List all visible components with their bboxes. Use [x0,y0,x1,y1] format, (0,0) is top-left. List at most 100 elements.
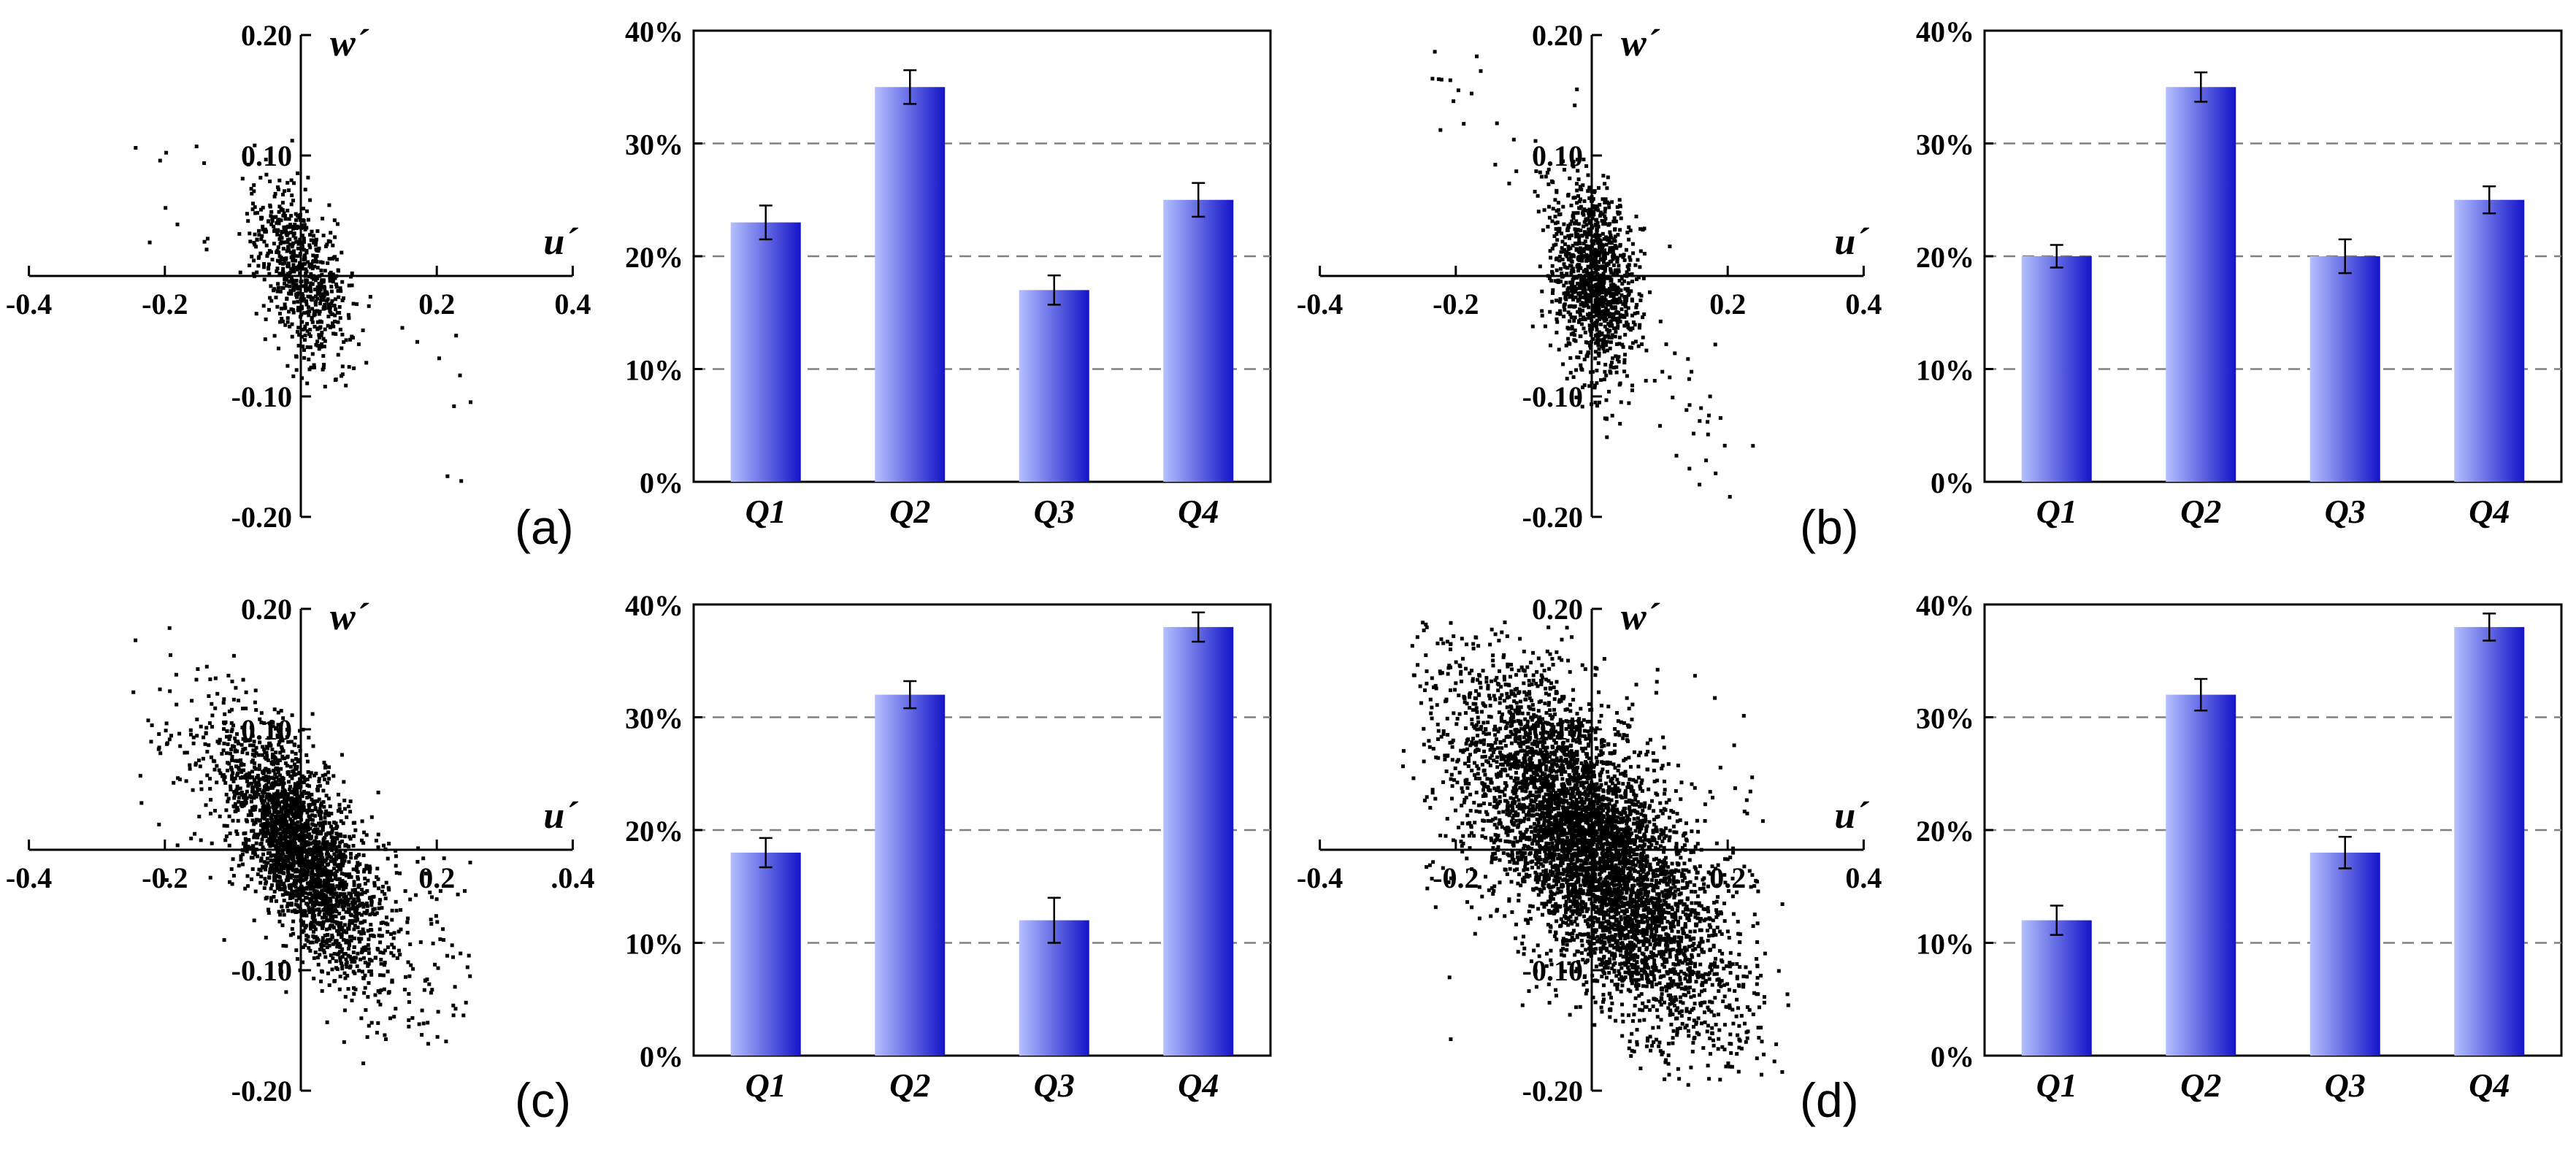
scatter-point [1598,313,1603,318]
scatter-point [285,809,289,813]
scatter-point [207,694,211,698]
scatter-point [1611,220,1616,224]
scatter-point [1522,649,1526,653]
scatter-point [1595,290,1600,294]
y-tick-label: 20% [625,241,683,274]
scatter-point [360,892,364,896]
scatter-point [1602,311,1606,315]
scatter-point [282,828,286,832]
scatter-point [319,893,323,896]
scatter-point [1635,277,1638,281]
scatter-point [294,836,299,840]
scatter-point [317,288,321,292]
scatter-point [1592,304,1596,308]
scatter-point [269,823,274,827]
scatter-point [329,231,333,235]
scatter-point [261,803,266,807]
scatter-point [308,948,313,953]
scatter-point [354,893,358,897]
scatter-point [342,340,346,344]
scatter-point [1582,286,1587,291]
scatter-point [285,364,290,368]
scatter-point [1587,275,1591,280]
scatter-point [1585,303,1590,307]
scatter-point [445,474,450,478]
scatter-point [239,854,243,859]
scatter-point [269,284,273,288]
scatter-point [329,953,333,958]
scatter-point [377,886,380,891]
scatter-point [383,948,387,953]
scatter-point [1601,342,1605,347]
scatter-point [431,941,435,945]
scatter-point [1550,299,1555,304]
scatter-point [310,906,315,910]
scatter-point [310,320,315,324]
scatter-point [277,862,282,867]
scatter-point [1617,291,1621,295]
scatter-point [1602,337,1606,342]
scatter-point [276,770,280,775]
scatter-point [1595,895,1599,899]
scatter-point [259,711,264,715]
scatter-point [1595,322,1599,326]
scatter-point [1579,188,1584,192]
scatter-point [1576,194,1580,198]
scatter-point [1579,277,1583,282]
scatter-point [315,788,320,793]
scatter-point [352,366,356,370]
scatter-point [406,916,410,921]
scatter-point [296,845,300,850]
scatter-point [317,821,321,826]
scatter-point [1568,356,1573,360]
scatter-point [283,323,288,327]
scatter-point [294,212,298,216]
scatter-point [380,889,384,894]
scatter-point [335,921,340,925]
scatter-point [291,851,296,856]
scatter-point [1488,802,1492,806]
scatter-point [332,319,337,323]
scatter-point [1584,340,1588,345]
scatter-point [134,146,138,150]
scatter-point [383,896,388,901]
scatter-point [329,835,334,840]
bar-q2 [2166,87,2236,482]
scatter-point [334,285,339,289]
scatter-point [1601,222,1606,226]
scatter-point [167,626,172,630]
scatter-point [318,880,322,885]
scatter-point [324,915,329,920]
category-label: Q3 [1034,1067,1075,1104]
scatter-point [289,875,294,880]
scatter-point [275,775,279,779]
scatter-point [331,324,336,329]
scatter-point [277,187,280,191]
scatter-point [1588,280,1592,284]
scatter-point [1595,369,1599,373]
scatter-point [1571,163,1574,167]
scatter-point [331,842,336,846]
scatter-point [175,843,180,848]
scatter-point [284,283,288,288]
scatter-point [235,806,239,810]
scatter-point [328,896,332,901]
scatter-point [164,729,168,733]
scatter-point [319,810,323,814]
scatter-point [319,979,323,983]
scatter-point [169,653,172,657]
scatter-point [1581,209,1585,213]
scatter-point [273,772,277,777]
scatter-point [1641,315,1645,320]
scatter-point [317,246,321,250]
scatter-point [1591,337,1595,341]
scatter-point [297,838,302,842]
scatter-point [367,961,371,966]
scatter-point [313,925,317,929]
scatter-point [280,738,285,742]
scatter-point [291,855,296,859]
scatter-point [357,911,361,915]
scatter-point [1605,291,1609,295]
scatter-point [252,777,256,782]
scatter-point [250,254,254,258]
